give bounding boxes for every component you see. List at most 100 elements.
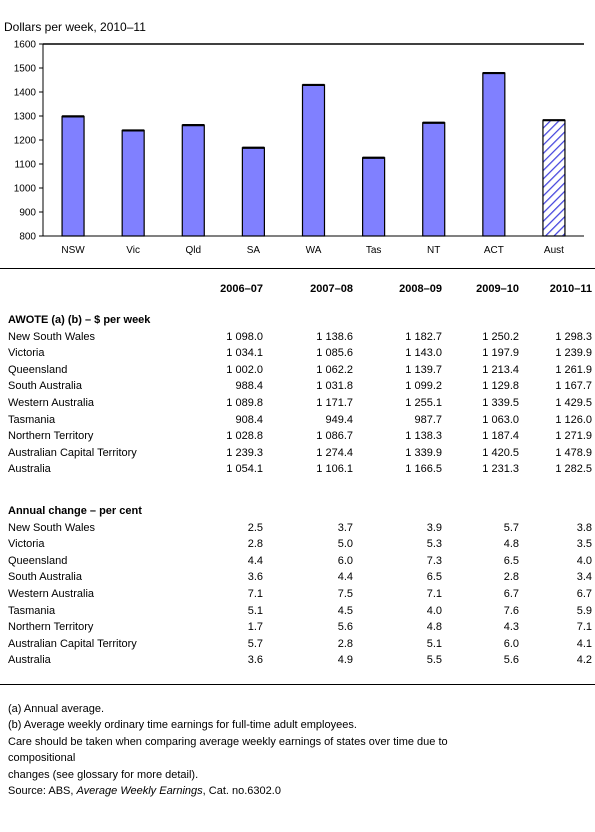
- change-table: Annual change – per cent New South Wales…: [0, 503, 592, 669]
- cell-value: 1.7: [247, 621, 263, 634]
- cell-value: 1 182.7: [405, 330, 442, 343]
- x-tick-label: Aust: [544, 245, 564, 256]
- table-row: New South Wales 1 098.0 1 138.6 1 182.7 1 25…: [0, 329, 592, 346]
- cell-value: 2.5: [247, 521, 263, 534]
- cell-value: 1 478.9: [555, 446, 593, 459]
- row-label: Northern Territory: [8, 430, 94, 443]
- table-row: Tasmania 5.1 4.5 4.0 7.6 5.9: [0, 603, 592, 620]
- row-label: South Australia: [8, 571, 82, 584]
- table-row: South Australia 988.4 1 031.8 1 099.2 1 129.…: [0, 378, 592, 395]
- footnotes: (a) Annual average. (b) Average weekly o…: [8, 701, 588, 799]
- cell-value: 7.1: [426, 587, 442, 600]
- cell-value: 1 187.4: [482, 430, 519, 443]
- cell-value: 1 089.8: [226, 396, 263, 409]
- y-tick-label: 1600: [14, 40, 37, 51]
- cell-value: 1 250.2: [482, 330, 519, 343]
- table-row: Western Australia 1 089.8 1 171.7 1 255.1 1 …: [0, 395, 592, 412]
- cell-value: 4.1: [576, 637, 593, 650]
- bar-chart: 800 900 1000 1100 1200 1300 1400 1500 1600 NSW Vic…: [14, 40, 584, 256]
- cell-value: 5.0: [337, 538, 353, 551]
- y-tick-label: 800: [19, 232, 36, 243]
- cell-value: 7.3: [426, 554, 442, 567]
- cell-value: 5.6: [337, 621, 353, 634]
- bar-nt: [422, 122, 446, 237]
- cell-value: 4.2: [576, 654, 593, 667]
- cell-value: 4.0: [576, 554, 593, 567]
- cell-value: 1 139.7: [405, 363, 442, 376]
- cell-value: 2.8: [247, 538, 263, 551]
- cell-value: 988.4: [235, 380, 263, 393]
- x-tick-label: Vic: [126, 245, 140, 256]
- cell-value: 1 339.5: [482, 396, 519, 409]
- cell-value: 3.5: [576, 538, 593, 551]
- cell-value: 5.7: [503, 521, 519, 534]
- row-label: Australian Capital Territory: [8, 446, 137, 459]
- cell-value: 6.0: [503, 637, 519, 650]
- source-line: Source: ABS, Average Weekly Earnings, Ca…: [8, 783, 588, 799]
- section-title: AWOTE (a) (b) – $ per week: [8, 314, 151, 326]
- cell-value: 1 143.0: [405, 347, 442, 360]
- cell-value: 2.8: [503, 571, 519, 584]
- row-label: South Australia: [8, 380, 82, 393]
- footnote-care-3: changes (see glossary for more detail).: [8, 768, 199, 781]
- col-header: 2007–08: [310, 283, 353, 295]
- row-label: Tasmania: [8, 413, 56, 426]
- cell-value: 5.1: [426, 637, 442, 650]
- x-tick-label: Tas: [366, 245, 382, 256]
- cell-value: 4.8: [503, 538, 519, 551]
- cell-value: 1 171.7: [316, 396, 353, 409]
- bar-vic: [121, 129, 145, 237]
- table-row: Australian Capital Territory 5.7 2.8 5.1 6.0…: [0, 636, 592, 653]
- cell-value: 1 099.2: [405, 380, 442, 393]
- cell-value: 1 298.3: [555, 330, 593, 343]
- cell-value: 1 034.1: [226, 347, 263, 360]
- col-header: 2008–09: [399, 283, 442, 295]
- table-row: Northern Territory 1 028.8 1 086.7 1 138.3 1…: [0, 428, 592, 445]
- section-title: Annual change – per cent: [8, 505, 142, 517]
- row-label: New South Wales: [8, 330, 96, 343]
- cell-value: 1 062.2: [316, 363, 353, 376]
- cell-value: 1 271.9: [555, 430, 593, 443]
- cell-value: 1 085.6: [316, 347, 353, 360]
- cell-value: 987.7: [414, 413, 442, 426]
- cell-value: 4.3: [503, 621, 519, 634]
- row-label: Northern Territory: [8, 621, 94, 634]
- table-row: Queensland 4.4 6.0 7.3 6.5 4.0: [0, 553, 592, 570]
- cell-value: 908.4: [235, 413, 263, 426]
- cell-value: 1 031.8: [316, 380, 353, 393]
- row-label: Victoria: [8, 538, 45, 551]
- table-row: Victoria 2.8 5.0 5.3 4.8 3.5: [0, 536, 592, 553]
- table-row: South Australia 3.6 4.4 6.5 2.8 3.4: [0, 569, 592, 586]
- bar-qld: [181, 124, 205, 237]
- cell-value: 1 197.9: [482, 347, 519, 360]
- cell-value: 6.7: [503, 587, 519, 600]
- bar-act: [482, 72, 506, 237]
- cell-value: 1 063.0: [482, 413, 519, 426]
- table-row: Western Australia 7.1 7.5 7.1 6.7 6.7: [0, 586, 592, 603]
- cell-value: 3.9: [426, 521, 442, 534]
- row-label: Western Australia: [8, 396, 95, 409]
- cell-value: 7.1: [247, 587, 263, 600]
- cell-value: 5.9: [576, 604, 593, 617]
- y-tick-label: 1500: [14, 64, 37, 75]
- footnote-divider: [0, 684, 595, 685]
- bar-tas: [362, 157, 386, 237]
- cell-value: 1 054.1: [226, 463, 263, 476]
- cell-value: 4.4: [337, 571, 353, 584]
- cell-value: 5.3: [426, 538, 442, 551]
- cell-value: 1 231.3: [482, 463, 519, 476]
- cell-value: 5.7: [247, 637, 263, 650]
- y-tick-label: 900: [19, 208, 36, 219]
- y-tick-label: 1100: [14, 160, 36, 171]
- y-tick-label: 1300: [14, 112, 37, 123]
- cell-value: 1 028.8: [226, 430, 263, 443]
- cell-value: 7.6: [503, 604, 519, 617]
- bar-nsw: [61, 115, 85, 237]
- cell-value: 6.5: [503, 554, 519, 567]
- cell-value: 1 002.0: [226, 363, 263, 376]
- row-label: Australian Capital Territory: [8, 637, 137, 650]
- cell-value: 4.5: [337, 604, 353, 617]
- x-tick-label: WA: [306, 245, 322, 256]
- cell-value: 3.6: [247, 571, 263, 584]
- table-row: Australian Capital Territory 1 239.3 1 274…: [0, 445, 592, 462]
